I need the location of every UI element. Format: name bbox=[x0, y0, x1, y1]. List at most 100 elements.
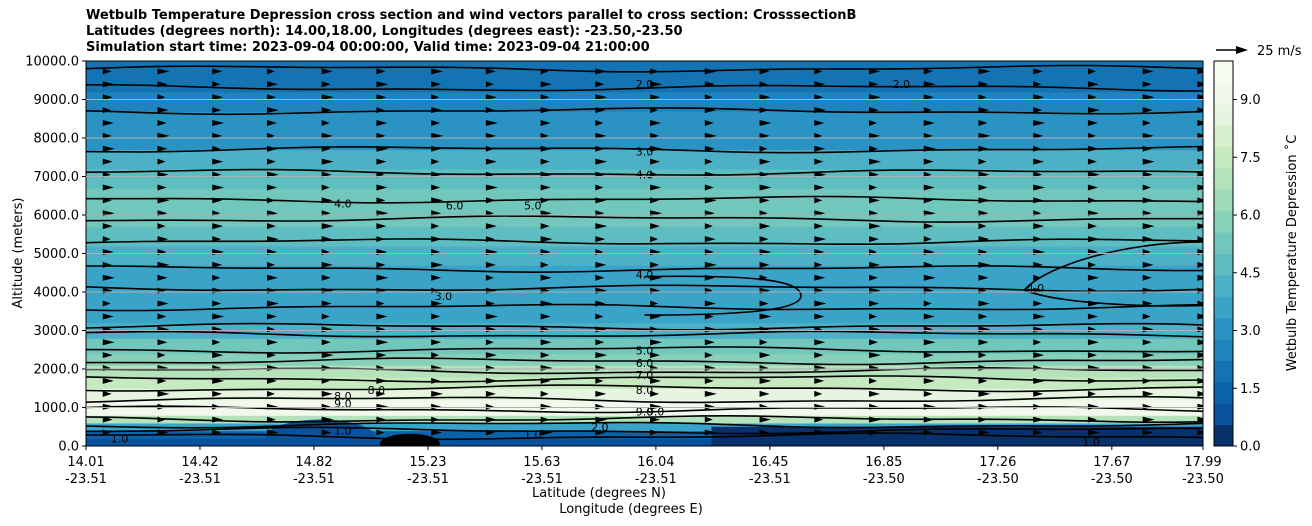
wind-vector bbox=[759, 416, 771, 423]
wind-vector bbox=[321, 339, 331, 346]
wind-vector bbox=[1087, 403, 1099, 410]
wind-vector bbox=[759, 429, 769, 436]
contour-label: 8.0 bbox=[368, 384, 386, 397]
wind-vector bbox=[266, 158, 276, 165]
contour-band bbox=[86, 438, 1203, 446]
wind-vector bbox=[1033, 145, 1042, 152]
wind-vector bbox=[431, 274, 442, 281]
wind-vector bbox=[102, 377, 114, 384]
wind-vector bbox=[321, 94, 334, 101]
wind-vector bbox=[978, 300, 990, 307]
wind-vector bbox=[1142, 184, 1151, 191]
wind-vector bbox=[704, 352, 713, 359]
wind-vector bbox=[431, 107, 443, 114]
wind-vector bbox=[759, 365, 769, 372]
wind-vector bbox=[1087, 145, 1099, 152]
wind-vector bbox=[1033, 390, 1044, 397]
wind-vector bbox=[814, 107, 827, 114]
x-tick-label-lat: 14.01 bbox=[67, 455, 104, 470]
wind-vector bbox=[650, 223, 661, 230]
wind-vector bbox=[485, 416, 497, 423]
wind-vector bbox=[1197, 300, 1203, 307]
wind-vector bbox=[157, 403, 168, 410]
wind-vector bbox=[212, 197, 223, 204]
wind-vector bbox=[814, 416, 824, 423]
wind-vector bbox=[540, 403, 552, 410]
wind-vector bbox=[704, 339, 715, 346]
wind-vector bbox=[212, 339, 221, 346]
wind-vector bbox=[1142, 119, 1151, 126]
contour-label: 2.0 bbox=[591, 421, 609, 434]
wind-vector bbox=[321, 119, 330, 126]
wind-vector bbox=[814, 352, 824, 359]
wind-vector bbox=[650, 236, 659, 243]
wind-vector bbox=[212, 365, 222, 372]
contour-band bbox=[86, 430, 1203, 439]
x-tick-label-lon: -23.51 bbox=[293, 472, 335, 487]
wind-vector bbox=[923, 274, 936, 281]
wind-vector bbox=[102, 236, 111, 243]
wind-vector bbox=[704, 261, 717, 268]
wind-vector bbox=[1087, 339, 1099, 346]
contour-line bbox=[86, 432, 1203, 441]
x-tick-label-lon: -23.51 bbox=[65, 472, 107, 487]
wind-vector bbox=[814, 94, 824, 101]
wind-vector bbox=[595, 429, 606, 436]
wind-vector bbox=[157, 339, 168, 346]
wind-vector bbox=[1033, 403, 1042, 410]
wind-vector bbox=[814, 145, 826, 152]
wind-vector bbox=[1197, 339, 1203, 346]
wind-vector bbox=[1142, 158, 1155, 165]
wind-vector bbox=[376, 352, 387, 359]
wind-vector bbox=[102, 68, 112, 75]
wind-vector bbox=[485, 390, 496, 397]
colorbar-swatch bbox=[1214, 296, 1233, 319]
contour-label: 4.0 bbox=[636, 169, 654, 182]
wind-vector bbox=[431, 416, 440, 423]
wind-vector bbox=[650, 107, 659, 114]
wind-vector bbox=[704, 158, 713, 165]
contour-label: 3.0 bbox=[636, 145, 654, 158]
colorbar-swatch bbox=[1214, 274, 1233, 297]
wind-vector bbox=[869, 365, 880, 372]
contour-band bbox=[86, 188, 1203, 208]
wind-vector bbox=[540, 365, 553, 372]
wind-vector bbox=[759, 119, 772, 126]
wind-vector bbox=[102, 365, 111, 372]
wind-vector bbox=[650, 81, 663, 88]
wind-vector bbox=[485, 403, 494, 410]
wind-vector bbox=[704, 81, 715, 88]
wind-vector bbox=[321, 429, 332, 436]
wind-vector bbox=[1033, 352, 1045, 359]
contour-label: 4.0 bbox=[334, 197, 352, 210]
wind-vector bbox=[266, 261, 275, 268]
wind-vector bbox=[485, 377, 498, 384]
wind-vector bbox=[1197, 365, 1203, 372]
wind-vector bbox=[814, 313, 825, 320]
colorbar: 0.0 1.5 3.0 4.5 6.0 7.5 9.0 bbox=[1213, 60, 1261, 455]
wind-vector bbox=[266, 300, 279, 307]
wind-vector bbox=[923, 68, 933, 75]
contour-band bbox=[86, 422, 1203, 432]
wind-vector bbox=[923, 377, 935, 384]
wind-vector bbox=[376, 119, 388, 126]
wind-vector bbox=[759, 107, 769, 114]
wind-vector bbox=[431, 429, 443, 436]
wind-vector bbox=[102, 223, 113, 230]
wind-vector bbox=[595, 132, 607, 139]
wind-vector bbox=[540, 261, 549, 268]
contour-line bbox=[86, 346, 1203, 354]
wind-vector bbox=[540, 184, 551, 191]
wind-vector bbox=[595, 377, 604, 384]
wind-vector bbox=[814, 81, 826, 88]
wind-vector bbox=[266, 365, 279, 372]
wind-vector bbox=[978, 223, 987, 230]
wind-vector bbox=[102, 274, 115, 281]
wind-vector bbox=[923, 184, 935, 191]
wind-vector bbox=[869, 339, 879, 346]
wind-vector bbox=[321, 377, 330, 384]
wind-vector bbox=[1033, 184, 1046, 191]
wind-vector bbox=[540, 416, 550, 423]
wind-vector bbox=[650, 300, 659, 307]
wind-vector bbox=[102, 184, 114, 191]
